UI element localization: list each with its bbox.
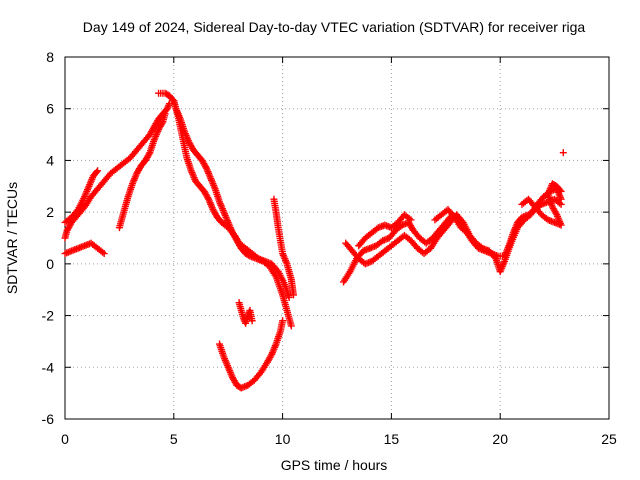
- data-point: [464, 229, 472, 237]
- x-tick-label: 5: [170, 431, 178, 447]
- data-point: [158, 119, 166, 127]
- data-point: [407, 216, 415, 224]
- data-point: [169, 96, 177, 104]
- y-tick-label: 4: [46, 152, 54, 168]
- y-axis-label: SDTVAR / TECUs: [4, 182, 20, 294]
- data-point: [100, 250, 108, 258]
- data-point: [285, 293, 293, 301]
- data-point: [99, 248, 107, 256]
- data-markers: [61, 89, 567, 392]
- data-point: [267, 352, 275, 360]
- y-tick-label: -6: [42, 411, 55, 427]
- y-tick-label: 6: [46, 101, 54, 117]
- data-point: [287, 322, 295, 330]
- x-tick-label: 15: [384, 431, 400, 447]
- data-point: [94, 167, 102, 175]
- data-point: [204, 194, 212, 202]
- x-tick-label: 25: [601, 431, 617, 447]
- data-point: [559, 149, 567, 157]
- x-tick-label: 10: [275, 431, 291, 447]
- data-point: [555, 199, 563, 207]
- data-point: [248, 317, 256, 325]
- y-tick-label: 2: [46, 204, 54, 220]
- y-tick-label: -4: [42, 359, 55, 375]
- data-point: [556, 186, 564, 194]
- axis-ticks: 0 5 10 15 20 25 -6 -4 -2 0 2 4 6 8: [42, 49, 617, 447]
- y-tick-label: 8: [46, 49, 54, 65]
- data-point: [462, 228, 470, 236]
- data-point: [405, 215, 413, 223]
- data-point: [549, 205, 557, 213]
- x-tick-label: 20: [492, 431, 508, 447]
- data-point: [145, 150, 153, 158]
- y-tick-label: 0: [46, 256, 54, 272]
- data-point: [93, 168, 101, 176]
- plot-frame: [64, 56, 610, 420]
- grid-lines: [65, 57, 609, 419]
- y-tick-label: -2: [42, 308, 55, 324]
- data-point: [161, 110, 169, 118]
- data-point: [557, 195, 565, 203]
- data-point: [289, 291, 297, 299]
- data-point: [557, 187, 565, 195]
- data-point: [279, 317, 287, 325]
- x-axis-label: GPS time / hours: [281, 457, 388, 473]
- data-point: [202, 163, 210, 171]
- x-tick-label: 0: [61, 431, 69, 447]
- chart-title: Day 149 of 2024, Sidereal Day-to-day VTE…: [83, 19, 586, 35]
